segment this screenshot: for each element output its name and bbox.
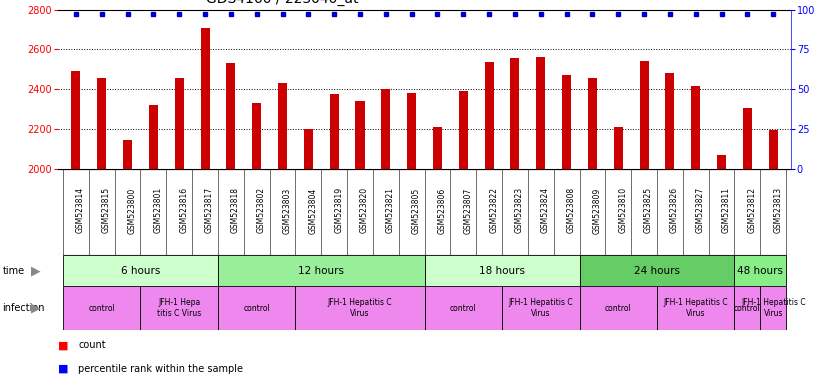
Text: control: control (450, 304, 477, 313)
Text: ▶: ▶ (31, 302, 41, 314)
Text: GSM523800: GSM523800 (127, 187, 136, 233)
Text: count: count (78, 340, 106, 350)
Bar (743, 108, 752, 169)
Text: infection: infection (2, 303, 45, 313)
Bar (278, 83, 287, 169)
Bar (502, 286, 580, 330)
Text: JFH-1 Hepatitis C
Virus: JFH-1 Hepatitis C Virus (328, 298, 392, 318)
Bar (562, 75, 571, 169)
Text: percentile rank within the sample: percentile rank within the sample (78, 364, 244, 374)
Text: GSM523813: GSM523813 (773, 187, 782, 233)
Text: GSM523803: GSM523803 (282, 187, 292, 233)
Bar (580, 286, 657, 330)
Text: GSM523821: GSM523821 (386, 187, 395, 233)
Text: GSM523820: GSM523820 (360, 187, 369, 233)
Bar (717, 155, 726, 169)
Bar (536, 57, 545, 169)
Bar (760, 286, 786, 330)
Text: control: control (605, 304, 632, 313)
Bar (510, 58, 520, 169)
Bar (304, 129, 313, 169)
Bar (63, 255, 218, 286)
Text: GSM523807: GSM523807 (463, 187, 472, 233)
Bar (425, 286, 502, 330)
Bar (614, 127, 623, 169)
Bar (149, 105, 158, 169)
Text: GSM523814: GSM523814 (76, 187, 85, 233)
Text: control: control (88, 304, 115, 313)
Text: GSM523819: GSM523819 (335, 187, 343, 233)
Text: GSM523802: GSM523802 (257, 187, 266, 233)
Text: GSM523806: GSM523806 (438, 187, 447, 233)
Bar (433, 127, 442, 169)
Text: 24 hours: 24 hours (634, 266, 680, 276)
Text: GSM523818: GSM523818 (230, 187, 240, 233)
Bar (218, 255, 425, 286)
Text: GSM523810: GSM523810 (619, 187, 627, 233)
Text: GSM523805: GSM523805 (411, 187, 420, 233)
Text: GSM523825: GSM523825 (644, 187, 653, 233)
Text: GSM523826: GSM523826 (670, 187, 679, 233)
Bar (734, 255, 786, 286)
Bar (734, 286, 760, 330)
Bar (123, 141, 132, 169)
Bar (296, 286, 425, 330)
Text: GSM523811: GSM523811 (722, 187, 730, 233)
Text: 18 hours: 18 hours (479, 266, 525, 276)
Text: GSM523823: GSM523823 (515, 187, 524, 233)
Text: control: control (244, 304, 270, 313)
Text: 48 hours: 48 hours (738, 266, 783, 276)
Bar (252, 103, 261, 169)
Bar (218, 286, 296, 330)
Text: GSM523804: GSM523804 (308, 187, 317, 233)
Bar (657, 286, 734, 330)
Bar (580, 255, 734, 286)
Bar (355, 101, 364, 169)
Text: control: control (734, 304, 761, 313)
Text: GSM523822: GSM523822 (489, 187, 498, 233)
Bar (691, 86, 700, 169)
Text: ■: ■ (58, 340, 69, 350)
Text: GSM523827: GSM523827 (695, 187, 705, 233)
Text: JFH-1 Hepa
titis C Virus: JFH-1 Hepa titis C Virus (157, 298, 202, 318)
Bar (174, 78, 183, 169)
Bar (425, 255, 580, 286)
Text: GDS4160 / 223040_at: GDS4160 / 223040_at (206, 0, 359, 6)
Text: ■: ■ (58, 364, 69, 374)
Text: GSM523812: GSM523812 (748, 187, 757, 233)
Text: GSM523816: GSM523816 (179, 187, 188, 233)
Text: JFH-1 Hepatitis C
Virus: JFH-1 Hepatitis C Virus (663, 298, 728, 318)
Bar (201, 28, 210, 169)
Bar (639, 61, 648, 169)
Text: GSM523808: GSM523808 (567, 187, 576, 233)
Bar (71, 71, 80, 169)
Bar (485, 62, 494, 169)
Text: GSM523809: GSM523809 (592, 187, 601, 233)
Bar (458, 91, 468, 169)
Bar (769, 130, 778, 169)
Bar (407, 93, 416, 169)
Text: GSM523815: GSM523815 (102, 187, 111, 233)
Text: GSM523801: GSM523801 (154, 187, 163, 233)
Bar (330, 94, 339, 169)
Text: 6 hours: 6 hours (121, 266, 160, 276)
Bar (97, 78, 107, 169)
Text: 12 hours: 12 hours (298, 266, 344, 276)
Bar (666, 73, 675, 169)
Text: ▶: ▶ (31, 264, 41, 277)
Bar (63, 286, 140, 330)
Text: time: time (2, 266, 25, 276)
Bar (140, 286, 218, 330)
Text: GSM523817: GSM523817 (205, 187, 214, 233)
Bar (382, 89, 391, 169)
Bar (588, 78, 597, 169)
Bar (226, 63, 235, 169)
Text: JFH-1 Hepatitis C
Virus: JFH-1 Hepatitis C Virus (509, 298, 573, 318)
Text: JFH-1 Hepatitis C
Virus: JFH-1 Hepatitis C Virus (741, 298, 805, 318)
Text: GSM523824: GSM523824 (541, 187, 550, 233)
